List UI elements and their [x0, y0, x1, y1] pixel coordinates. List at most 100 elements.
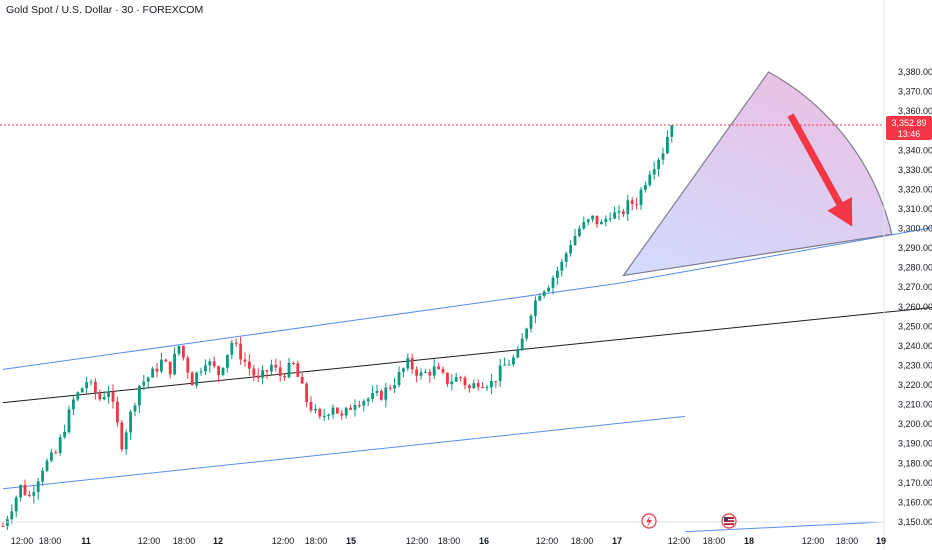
- candle[interactable]: [670, 125, 674, 137]
- candle[interactable]: [556, 270, 559, 278]
- candle[interactable]: [278, 367, 282, 376]
- down-arrow-icon[interactable]: [787, 113, 853, 227]
- candle[interactable]: [133, 405, 137, 412]
- candle[interactable]: [437, 366, 440, 370]
- candle[interactable]: [63, 432, 66, 438]
- candle[interactable]: [142, 381, 146, 386]
- candle[interactable]: [186, 357, 190, 373]
- candle[interactable]: [1, 525, 5, 527]
- candle[interactable]: [252, 368, 256, 376]
- candle[interactable]: [450, 381, 454, 385]
- channel-line[interactable]: [2, 213, 932, 370]
- candle[interactable]: [164, 359, 168, 362]
- candle[interactable]: [283, 375, 286, 378]
- plot-area[interactable]: [0, 71, 932, 533]
- candle[interactable]: [190, 372, 194, 386]
- candle[interactable]: [36, 481, 40, 493]
- candle[interactable]: [327, 414, 330, 417]
- candle[interactable]: [525, 328, 528, 339]
- candle[interactable]: [573, 235, 577, 246]
- candle[interactable]: [485, 387, 489, 389]
- candle[interactable]: [309, 401, 313, 411]
- candle[interactable]: [468, 385, 471, 389]
- candle[interactable]: [459, 377, 462, 379]
- candle[interactable]: [6, 519, 9, 527]
- candle[interactable]: [10, 511, 14, 520]
- candle[interactable]: [516, 350, 520, 358]
- candle[interactable]: [384, 387, 388, 400]
- candle[interactable]: [542, 291, 546, 296]
- candle[interactable]: [397, 371, 401, 386]
- candle[interactable]: [481, 386, 484, 388]
- candle[interactable]: [195, 372, 198, 386]
- candle[interactable]: [402, 368, 405, 372]
- candle[interactable]: [318, 408, 322, 417]
- candle[interactable]: [129, 411, 132, 433]
- candle[interactable]: [622, 211, 625, 215]
- candle[interactable]: [85, 382, 88, 389]
- candle[interactable]: [331, 407, 335, 415]
- candle[interactable]: [72, 399, 75, 410]
- candle[interactable]: [226, 354, 229, 368]
- candle[interactable]: [666, 136, 669, 154]
- candle[interactable]: [322, 416, 326, 418]
- candle[interactable]: [305, 383, 308, 402]
- candle[interactable]: [494, 381, 498, 383]
- candle[interactable]: [212, 361, 216, 367]
- candle[interactable]: [441, 369, 445, 373]
- candle[interactable]: [446, 372, 449, 385]
- candle[interactable]: [287, 362, 291, 378]
- candle[interactable]: [270, 364, 273, 372]
- candle[interactable]: [569, 245, 572, 254]
- candle[interactable]: [635, 204, 638, 206]
- candle[interactable]: [67, 409, 71, 433]
- trend-midline[interactable]: [2, 299, 932, 404]
- candle[interactable]: [248, 361, 251, 369]
- candle[interactable]: [102, 396, 106, 400]
- candle[interactable]: [490, 381, 493, 388]
- candle[interactable]: [564, 253, 568, 262]
- candle[interactable]: [393, 385, 396, 389]
- candle[interactable]: [217, 366, 220, 375]
- candle[interactable]: [296, 363, 300, 377]
- candle[interactable]: [419, 372, 423, 376]
- candle[interactable]: [292, 362, 295, 364]
- candle[interactable]: [454, 377, 458, 382]
- candle[interactable]: [177, 345, 181, 354]
- candle[interactable]: [300, 376, 304, 384]
- candle[interactable]: [375, 390, 379, 393]
- channel-line[interactable]: [2, 415, 686, 490]
- candle[interactable]: [243, 359, 247, 362]
- candle[interactable]: [432, 366, 436, 376]
- candle[interactable]: [657, 159, 660, 170]
- candle[interactable]: [644, 185, 647, 190]
- fan-wedge[interactable]: [622, 71, 893, 277]
- candle[interactable]: [23, 484, 27, 495]
- candle[interactable]: [94, 381, 97, 393]
- candle[interactable]: [529, 315, 533, 329]
- candle[interactable]: [538, 295, 542, 301]
- candle[interactable]: [630, 200, 634, 205]
- candle[interactable]: [586, 219, 590, 222]
- candle[interactable]: [551, 277, 555, 288]
- candle[interactable]: [406, 358, 410, 369]
- candle[interactable]: [208, 361, 212, 366]
- candle[interactable]: [124, 432, 128, 450]
- candle[interactable]: [578, 228, 581, 236]
- candle[interactable]: [604, 218, 608, 222]
- lightning-icon[interactable]: [641, 513, 657, 529]
- candle[interactable]: [498, 365, 502, 382]
- candle[interactable]: [415, 369, 418, 376]
- candle[interactable]: [520, 338, 524, 351]
- candle[interactable]: [410, 358, 414, 370]
- candle[interactable]: [314, 408, 317, 411]
- candle[interactable]: [591, 215, 594, 220]
- candle[interactable]: [613, 212, 616, 219]
- candle[interactable]: [155, 368, 159, 372]
- candle[interactable]: [463, 377, 467, 386]
- candle[interactable]: [380, 390, 383, 400]
- candle[interactable]: [661, 153, 665, 160]
- candle[interactable]: [617, 211, 621, 213]
- candle[interactable]: [204, 365, 207, 372]
